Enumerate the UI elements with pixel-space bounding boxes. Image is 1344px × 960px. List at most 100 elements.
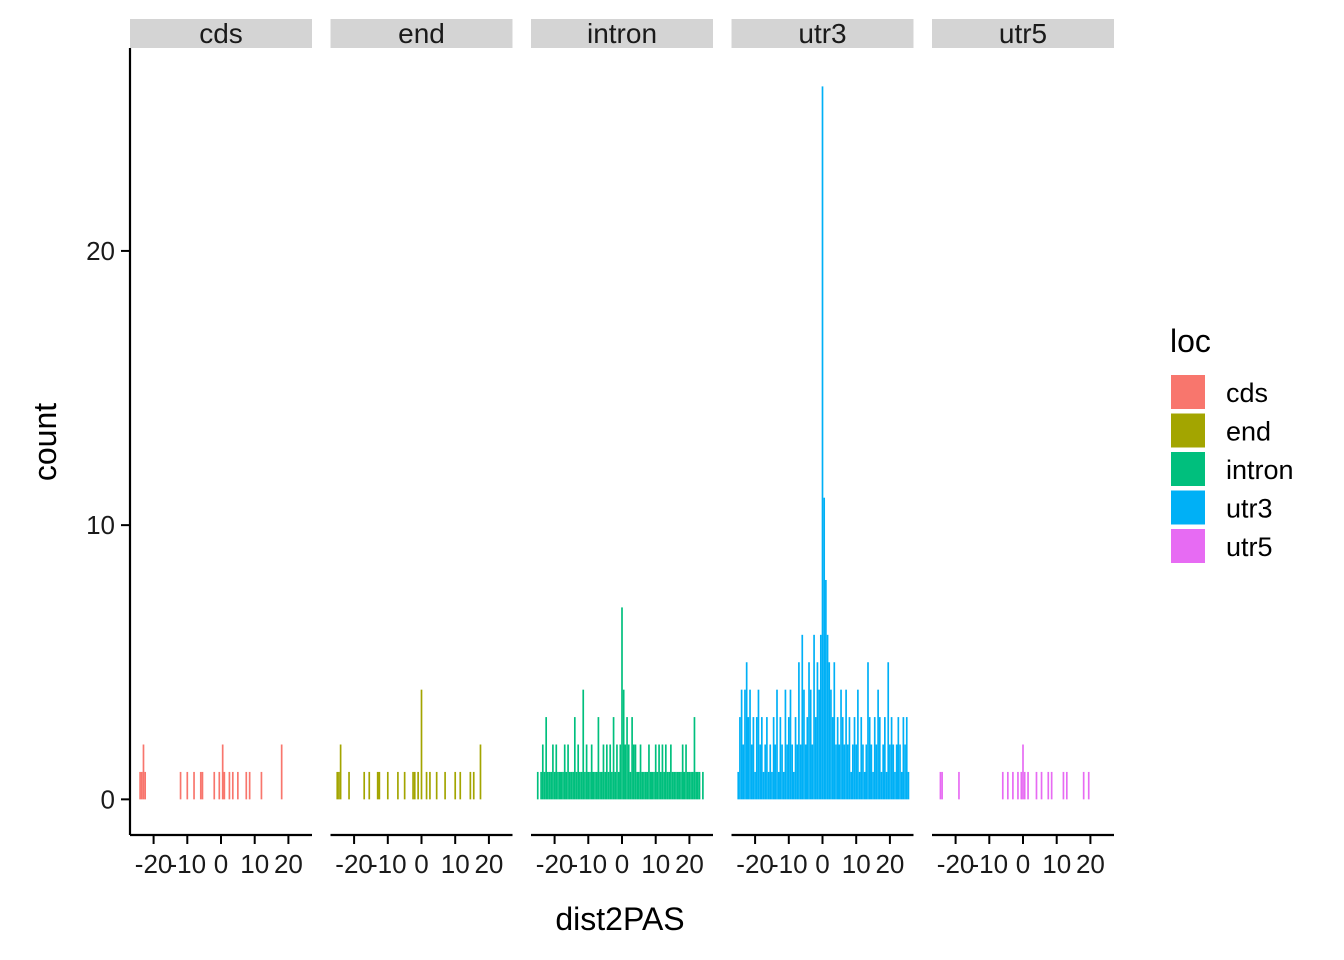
bar <box>237 771 239 800</box>
bar <box>793 771 795 800</box>
x-tick-label: 0 <box>1016 849 1030 879</box>
bar <box>766 717 768 800</box>
bar <box>339 744 342 800</box>
bar <box>816 662 819 800</box>
x-tick-label: -20 <box>335 849 373 879</box>
bar <box>897 717 900 800</box>
bar <box>412 771 414 800</box>
bar <box>557 771 559 800</box>
bar <box>760 717 763 800</box>
bar <box>646 771 649 800</box>
bar <box>782 771 785 800</box>
bar <box>873 717 876 800</box>
bar <box>1012 771 1014 800</box>
bar <box>877 689 879 800</box>
bar <box>643 771 645 800</box>
bar <box>228 771 231 800</box>
bar <box>850 771 852 800</box>
bar <box>671 771 674 800</box>
bar <box>425 771 428 800</box>
bar <box>841 717 844 800</box>
bar <box>686 771 689 800</box>
bar <box>280 744 283 800</box>
bar <box>745 662 748 800</box>
bar <box>444 771 446 800</box>
bar <box>867 662 869 800</box>
bar <box>774 744 777 800</box>
facet-panel-end: end -20-10 0 10 20 <box>330 18 513 879</box>
bar <box>884 717 886 800</box>
bar <box>804 744 807 800</box>
bar <box>602 744 605 800</box>
bar <box>857 689 859 800</box>
bar <box>417 771 419 800</box>
bar <box>536 771 539 800</box>
bar <box>631 717 633 800</box>
bar <box>890 717 893 800</box>
bar <box>545 717 548 800</box>
bar <box>693 717 696 800</box>
bar <box>759 744 761 800</box>
bar <box>853 717 856 800</box>
bar <box>683 771 686 800</box>
bar <box>811 744 814 800</box>
bar <box>819 634 822 800</box>
bar <box>846 744 849 800</box>
bars-end <box>336 689 482 800</box>
bar <box>616 744 618 800</box>
bar <box>688 771 691 800</box>
bar <box>872 771 874 800</box>
facet-panel-utr5: utr5 -20-10 0 10 20 <box>932 18 1114 879</box>
bar <box>577 744 580 800</box>
bar <box>386 771 389 800</box>
bar <box>562 771 564 800</box>
legend-key-cds <box>1171 375 1205 409</box>
y-tick-label: 0 <box>101 784 115 814</box>
bar <box>825 579 827 800</box>
strip-label-end: end <box>398 18 445 49</box>
bar <box>781 744 783 800</box>
strip-intron <box>531 19 713 48</box>
bar <box>702 771 704 800</box>
bar <box>752 717 755 800</box>
bar <box>755 717 758 800</box>
bar <box>550 771 553 800</box>
bar <box>860 717 863 800</box>
bar <box>469 771 472 800</box>
bar <box>685 744 687 800</box>
bar <box>905 717 908 800</box>
bar <box>757 689 760 800</box>
bar <box>691 771 694 800</box>
bar <box>1040 771 1043 800</box>
x-tick-label: 10 <box>441 849 470 879</box>
bar <box>543 771 546 800</box>
bar <box>221 744 224 800</box>
bar <box>1050 771 1053 800</box>
bar <box>787 717 790 800</box>
bar <box>740 689 743 800</box>
bar <box>144 771 147 800</box>
bar <box>840 689 842 800</box>
y-axis-title: count <box>27 403 63 481</box>
bar <box>739 717 741 800</box>
bar <box>794 717 797 800</box>
bar <box>698 771 701 800</box>
bar <box>348 771 350 800</box>
bar <box>696 771 699 800</box>
bar <box>575 771 578 800</box>
bar <box>851 744 854 800</box>
bar <box>833 662 836 800</box>
bar <box>231 771 234 800</box>
bar <box>762 771 765 800</box>
bar <box>622 689 625 800</box>
bar <box>821 86 824 800</box>
bar <box>779 717 782 800</box>
bar <box>690 771 692 800</box>
bar <box>558 771 561 800</box>
legend-label-end: end <box>1226 417 1271 447</box>
bar <box>904 744 906 800</box>
bar <box>563 744 566 800</box>
bar <box>638 771 640 800</box>
